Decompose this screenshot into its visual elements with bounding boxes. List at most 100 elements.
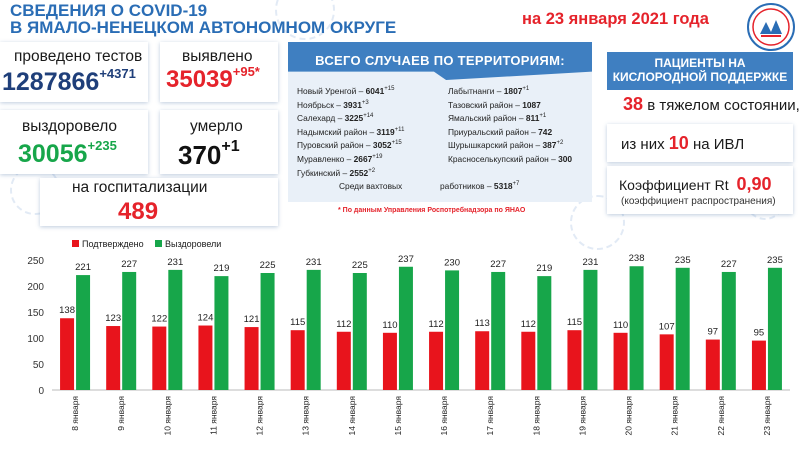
recovered-value: 30056+235	[18, 138, 117, 168]
bar-confirmed	[751, 340, 766, 390]
recovered-card: выздоровело 30056+235	[0, 110, 148, 174]
legend-recovered-swatch	[155, 240, 162, 247]
ivl-card: из них 10 на ИВЛ	[607, 124, 793, 162]
territory-delta: +19	[372, 154, 383, 161]
x-tick-label: 21 января	[670, 396, 680, 436]
data-label-recovered: 219	[214, 263, 230, 274]
bar-confirmed	[475, 331, 490, 390]
bar-recovered	[583, 269, 598, 390]
territory-delta: +1	[539, 113, 547, 120]
rt-label: Коэффициент Rt	[619, 177, 729, 193]
territory-value: 6041	[365, 86, 385, 96]
territory-value: 3119	[376, 126, 395, 137]
data-label-recovered: 219	[536, 263, 552, 274]
data-label-confirmed: 110	[382, 320, 397, 331]
bar-recovered	[76, 275, 91, 390]
died-card: умерло 370+1	[160, 110, 278, 174]
bar-recovered	[122, 271, 137, 390]
territory-value: 1807	[503, 86, 523, 96]
bar-confirmed	[60, 318, 75, 390]
bar-confirmed	[106, 326, 121, 390]
x-tick-label: 13 января	[301, 396, 311, 436]
territory-item: Муравленко – 2667+19	[297, 154, 382, 164]
bar-confirmed	[152, 326, 167, 390]
data-label-recovered: 237	[398, 254, 414, 265]
data-label-recovered: 231	[167, 257, 183, 268]
x-tick-label: 8 января	[70, 396, 80, 431]
bar-recovered	[537, 276, 552, 390]
data-label-confirmed: 123	[105, 313, 121, 324]
territory-value: 742	[538, 126, 553, 137]
x-tick-label: 11 января	[208, 396, 218, 435]
shift-workers-label: Среди вахтовых	[339, 181, 403, 191]
territory-item: Пуровский район – 3052+15	[297, 140, 402, 150]
territory-value: 2667	[353, 154, 373, 164]
data-label-confirmed: 113	[475, 318, 490, 329]
territory-delta: +15	[384, 86, 395, 93]
territory-item: Приуральский район – 742	[448, 127, 552, 137]
territory-value: 3225	[344, 113, 364, 124]
territory-name: Красноселькупский район –	[448, 154, 559, 164]
bar-confirmed	[382, 332, 397, 390]
died-value: 370+1	[178, 138, 240, 170]
x-tick-label: 20 января	[624, 396, 634, 436]
data-label-recovered: 225	[260, 260, 276, 271]
rt-card: Коэффициент Rt 0,90 (коэффициент распрос…	[607, 166, 793, 214]
data-label-confirmed: 107	[659, 321, 675, 332]
data-label-confirmed: 97	[708, 327, 719, 338]
data-label-confirmed: 110	[613, 320, 628, 331]
x-tick-label: 12 января	[255, 396, 265, 436]
territory-name: Тазовский район –	[448, 99, 523, 110]
data-label-recovered: 225	[352, 260, 368, 271]
bar-recovered	[629, 266, 644, 390]
bar-recovered	[721, 271, 736, 390]
bar-recovered	[352, 273, 367, 390]
territory-item: Шурышкарский район – 387+2	[448, 140, 563, 150]
territory-name: Новый Уренгой –	[297, 86, 366, 96]
data-label-recovered: 227	[490, 259, 506, 270]
virus-decoration-3	[570, 195, 625, 250]
x-tick-label: 10 января	[162, 396, 172, 436]
bar-recovered	[491, 271, 506, 390]
bar-confirmed	[567, 330, 582, 390]
y-tick-label: 0	[38, 386, 44, 397]
data-label-confirmed: 138	[59, 305, 75, 316]
bar-recovered	[260, 273, 275, 390]
territory-delta: +2	[556, 140, 564, 147]
bar-recovered	[168, 269, 183, 390]
data-label-confirmed: 112	[521, 319, 536, 330]
territory-item: Ямальский район – 811+1	[448, 113, 546, 123]
data-label-confirmed: 112	[336, 319, 351, 330]
ivl-prefix: из них	[621, 136, 665, 153]
title-line-1: СВЕДЕНИЯ О COVID-19	[10, 1, 208, 20]
data-label-confirmed: 95	[754, 328, 765, 339]
x-tick-label: 14 января	[347, 396, 357, 436]
detected-value: 35039+95*	[166, 64, 260, 93]
severe-value: 38	[623, 94, 644, 114]
rt-row: Коэффициент Rt 0,90	[619, 174, 772, 195]
legend-confirmed-swatch	[72, 240, 79, 247]
territory-item: Надымский район – 3119+11	[297, 127, 404, 137]
legend-recovered: Выздоровели	[155, 239, 221, 249]
bar-recovered	[445, 270, 460, 390]
bar-confirmed	[613, 332, 628, 390]
territory-name: Ямальский район –	[448, 113, 526, 124]
title-line-2: В ЯМАЛО-НЕНЕЦКОМ АВТОНОМНОМ ОКРУГЕ	[10, 18, 397, 37]
rt-note: (коэффициент распространения)	[621, 196, 776, 207]
data-label-recovered: 221	[75, 262, 91, 273]
data-label-confirmed: 122	[151, 314, 167, 325]
territory-item: Лабытнанги – 1807+1	[448, 86, 529, 96]
bar-recovered	[214, 276, 229, 390]
data-label-recovered: 235	[767, 255, 783, 266]
territory-name: Приуральский район –	[448, 126, 539, 137]
x-tick-label: 16 января	[439, 396, 449, 436]
data-label-recovered: 231	[306, 257, 322, 268]
territory-value: 1087	[522, 99, 541, 110]
territory-value: 300	[558, 154, 573, 164]
territory-item: Ноябрьск – 3931+3	[297, 100, 369, 110]
bar-confirmed	[521, 331, 536, 390]
territory-value: 2552	[349, 167, 369, 178]
tests-label: проведено тестов	[14, 48, 143, 65]
territory-item: Салехард – 3225+14	[297, 113, 373, 123]
territory-name: Пуровский район –	[297, 140, 373, 151]
